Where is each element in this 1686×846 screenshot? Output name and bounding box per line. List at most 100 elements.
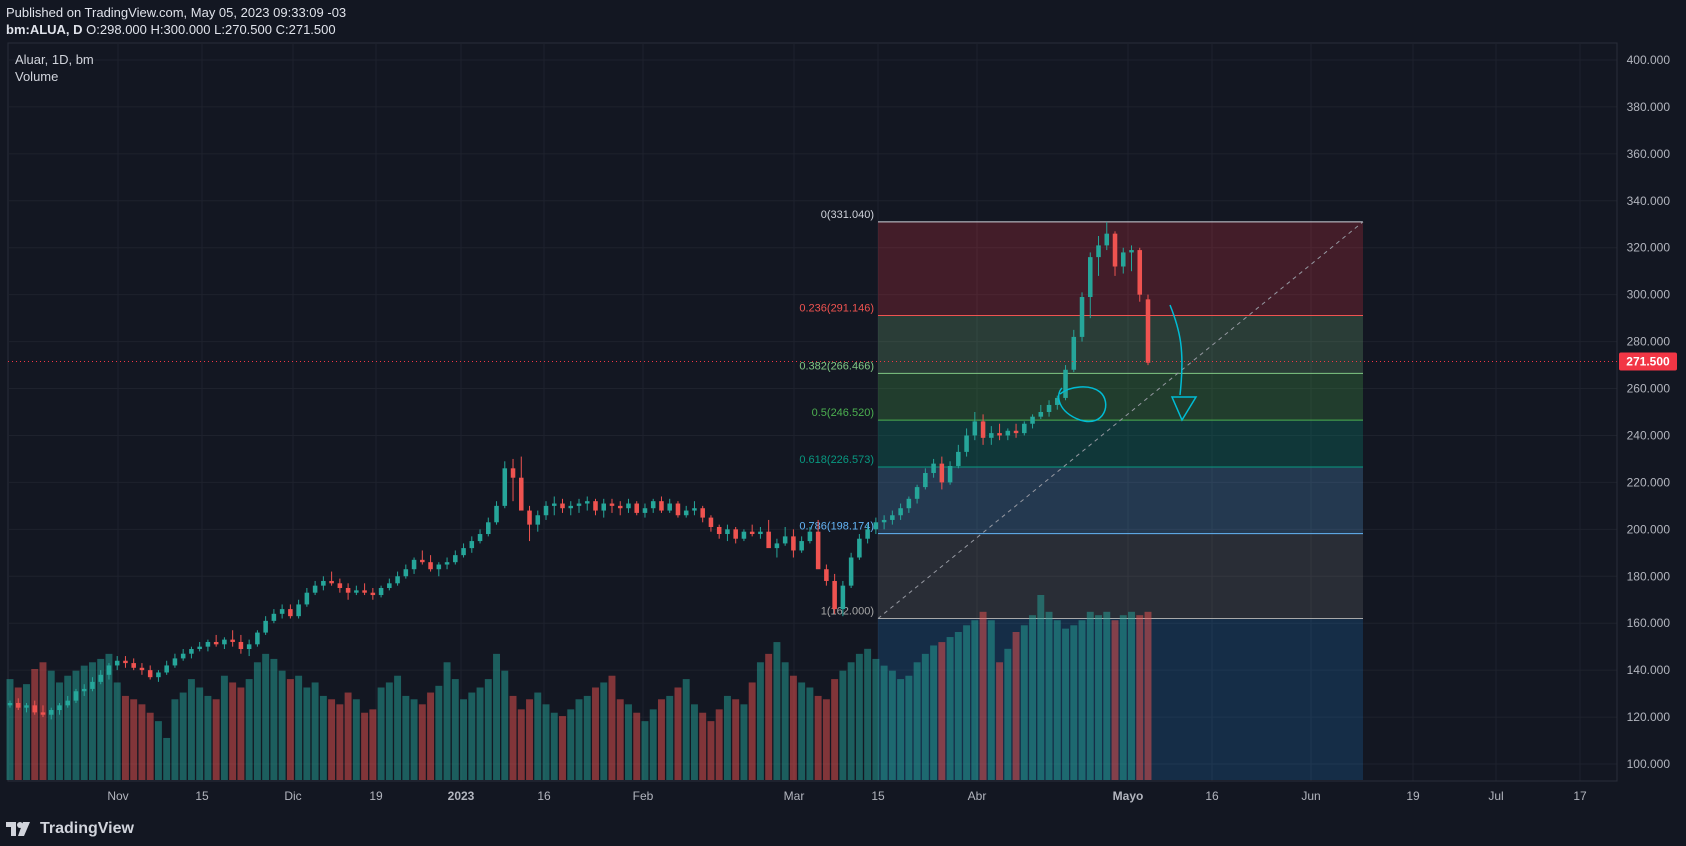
user-drawings[interactable] bbox=[1058, 304, 1198, 423]
volume-bar bbox=[996, 662, 1004, 780]
volume-bar bbox=[187, 679, 195, 780]
candle-body bbox=[857, 538, 862, 558]
y-tick-label: 300.000 bbox=[1627, 288, 1671, 302]
candle-body bbox=[263, 620, 268, 633]
volume-bar bbox=[410, 699, 418, 780]
fib-level-label: 0.786(198.174) bbox=[799, 521, 874, 533]
candle-body bbox=[279, 609, 285, 614]
y-tick-label: 160.000 bbox=[1627, 616, 1671, 630]
candle-body bbox=[354, 590, 359, 593]
candle-body bbox=[1096, 245, 1101, 258]
tv-logo-icon bbox=[6, 822, 30, 836]
volume-bar bbox=[278, 670, 286, 780]
volume-bar bbox=[748, 682, 756, 780]
candle-body bbox=[1046, 404, 1052, 412]
candle-body bbox=[73, 691, 79, 701]
volume-bar bbox=[344, 692, 352, 780]
candle-body bbox=[824, 569, 829, 581]
volume-bar bbox=[732, 699, 740, 780]
volume-bar bbox=[864, 648, 872, 780]
fib-zone bbox=[878, 466, 1363, 534]
volume-bar bbox=[987, 620, 995, 780]
volume-bar bbox=[608, 675, 616, 780]
fib-level-label: 0(331.040) bbox=[821, 209, 874, 221]
candle-body bbox=[304, 592, 310, 605]
volume-bar bbox=[245, 679, 253, 780]
tv-logo-text: TradingView bbox=[40, 820, 134, 837]
fib-zone bbox=[878, 315, 1363, 374]
candle-body bbox=[114, 660, 120, 666]
candle-body bbox=[271, 613, 277, 621]
volume-bar bbox=[451, 679, 459, 780]
volume-bar bbox=[658, 699, 665, 780]
volume-bar bbox=[1029, 615, 1037, 780]
candle-body bbox=[312, 585, 318, 593]
fib-level-label: 0.382(266.466) bbox=[799, 360, 874, 372]
fib-level-label: 0.5(246.520) bbox=[812, 407, 874, 419]
volume-bar bbox=[427, 692, 435, 780]
y-tick-label: 200.000 bbox=[1627, 522, 1671, 536]
volume-bar bbox=[963, 625, 971, 780]
volume-bar bbox=[56, 682, 63, 780]
volume-bar bbox=[921, 653, 929, 780]
chart-header: Published on TradingView.com, May 05, 20… bbox=[6, 4, 346, 38]
volume-bar bbox=[6, 679, 14, 780]
volume-bar bbox=[888, 670, 896, 780]
volume-bar bbox=[905, 675, 913, 780]
x-tick-label: 2023 bbox=[448, 789, 475, 803]
volume-bar bbox=[1045, 611, 1053, 780]
volume-series bbox=[6, 595, 1152, 780]
candle-body bbox=[24, 705, 29, 708]
candle-body bbox=[436, 564, 442, 570]
candle-body bbox=[931, 463, 936, 474]
symbol-label: bm:ALUA, D bbox=[6, 22, 83, 37]
y-tick-label: 120.000 bbox=[1627, 710, 1671, 724]
volume-bar bbox=[1070, 625, 1078, 780]
volume-bar bbox=[468, 692, 476, 780]
volume-bar bbox=[435, 685, 443, 780]
candle-body bbox=[172, 658, 178, 666]
candle-body bbox=[634, 503, 639, 513]
ohlc-line: bm:ALUA, D O:298.000 H:300.000 L:270.500… bbox=[6, 21, 346, 38]
volume-bar bbox=[460, 699, 468, 780]
volume-bar bbox=[1136, 615, 1144, 780]
volume-bar bbox=[402, 695, 410, 780]
candle-body bbox=[337, 583, 343, 588]
open-value: O:298.000 bbox=[86, 22, 147, 37]
volume-bar bbox=[352, 699, 360, 780]
volume-bar bbox=[1103, 611, 1111, 780]
candle-body bbox=[1055, 397, 1060, 405]
y-tick-label: 260.000 bbox=[1627, 382, 1671, 396]
candle-body bbox=[378, 588, 384, 596]
candle-body bbox=[213, 641, 219, 645]
x-tick-label: 15 bbox=[871, 789, 885, 803]
candle-body bbox=[486, 522, 491, 535]
volume-bar bbox=[690, 704, 698, 780]
volume-bar bbox=[253, 662, 261, 780]
fib-level-label: 1(162.000) bbox=[821, 606, 874, 618]
candle-body bbox=[453, 555, 458, 563]
volume-bar bbox=[781, 662, 789, 780]
volume-bar bbox=[534, 692, 542, 780]
x-tick-label: Jul bbox=[1488, 789, 1503, 803]
volume-bar bbox=[674, 687, 682, 780]
candle-body bbox=[57, 705, 62, 711]
volume-bar bbox=[146, 712, 154, 780]
candle-body bbox=[1030, 416, 1035, 424]
y-tick-label: 400.000 bbox=[1627, 53, 1671, 67]
volume-bar bbox=[616, 699, 624, 780]
volume-bar bbox=[979, 611, 987, 780]
tradingview-logo[interactable]: TradingView bbox=[6, 819, 134, 839]
candle-body bbox=[799, 541, 804, 551]
last-price-badge bbox=[1619, 352, 1677, 371]
candle-body bbox=[1137, 250, 1143, 295]
candle-body bbox=[1005, 430, 1011, 436]
candle-body bbox=[428, 562, 433, 570]
y-tick-label: 320.000 bbox=[1627, 241, 1671, 255]
candle-body bbox=[156, 672, 161, 678]
candle-body bbox=[1063, 369, 1068, 398]
candle-body bbox=[255, 632, 260, 645]
volume-bar bbox=[517, 709, 525, 780]
candle-body bbox=[1022, 423, 1027, 434]
